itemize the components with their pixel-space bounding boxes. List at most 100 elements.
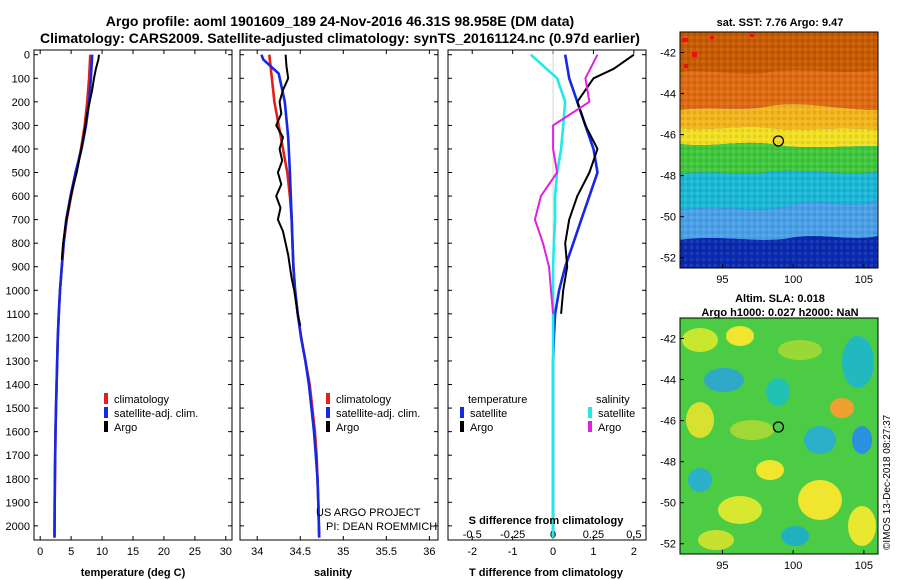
x-tick-label: -2 <box>467 546 477 558</box>
series-line-satellite-adj-clim- <box>53 54 94 538</box>
x-tick-label: 25 <box>189 546 201 558</box>
s-tick-label: 0.25 <box>583 529 604 541</box>
salinity-xlabel: salinity <box>314 567 353 579</box>
project-credit: US ARGO PROJECT <box>316 507 421 519</box>
salinity-series <box>260 54 321 538</box>
x-tick-label: 30 <box>220 546 232 558</box>
map-y-tick-label: -48 <box>660 457 676 469</box>
map-y-tick-label: -52 <box>660 539 676 551</box>
sla-map-frame <box>679 317 879 555</box>
series-line-argo <box>275 54 302 326</box>
x-tick-label: 15 <box>127 546 139 558</box>
s-tick-label: 0.5 <box>626 529 641 541</box>
pressure-tick-label: 1200 <box>6 332 30 344</box>
sla-map-subtitle: Argo h1000: 0.027 h2000: NaN <box>701 307 858 319</box>
x-tick-label: 0 <box>550 546 556 558</box>
map-y-tick-label: -48 <box>660 171 676 183</box>
pressure-tick-label: 100 <box>12 73 30 85</box>
pressure-tick-label: 700 <box>12 215 30 227</box>
title-line-1: Argo profile: aoml 1901609_189 24-Nov-20… <box>106 13 574 29</box>
legend-label-argo: Argo <box>114 422 137 434</box>
legend-label-sal-argo: Argo <box>598 422 621 434</box>
map-x-tick-label: 95 <box>716 560 728 572</box>
pressure-tick-label: 400 <box>12 144 30 156</box>
series-line-salinity-argo <box>533 54 599 314</box>
sst-map-title: sat. SST: 7.76 Argo: 9.47 <box>717 17 844 29</box>
series-line-temperature-argo <box>560 53 635 314</box>
map-y-tick-label: -44 <box>660 89 676 101</box>
x-tick-label: 35 <box>337 546 349 558</box>
temperature-series <box>53 54 100 538</box>
map-y-tick-label: -46 <box>660 416 676 428</box>
salinity-legend: climatology satellite-adj. clim. Argo <box>326 393 420 434</box>
legend-swatch-satellite <box>326 407 330 418</box>
pi-credit: PI: DEAN ROEMMICH <box>326 521 437 533</box>
difference-panel <box>447 49 647 541</box>
legend-swatch-temp-argo <box>460 421 464 432</box>
temperature-legend: climatology satellite-adj. clim. Argo <box>104 393 198 434</box>
temperature-panel <box>33 49 233 541</box>
map-y-tick-label: -52 <box>660 253 676 265</box>
series-line-salinity-satellite <box>529 53 567 538</box>
difference-series <box>529 53 635 538</box>
map-x-tick-label: 95 <box>716 274 728 286</box>
legend-swatch-climatology <box>326 393 330 404</box>
legend-label-sal-satellite: satellite <box>598 408 635 420</box>
sla-map <box>680 318 878 554</box>
pressure-axis: 0 100 200 300 400 500 600 700 800 900 1000 1100 1200… <box>6 50 30 533</box>
legend-swatch-sal-satellite <box>588 407 592 418</box>
legend-label-satellite: satellite-adj. clim. <box>114 408 198 420</box>
pressure-tick-label: 1700 <box>6 450 30 462</box>
x-tick-label: 0 <box>37 546 43 558</box>
x-tick-label: 34 <box>251 546 263 558</box>
pressure-tick-label: 1400 <box>6 380 30 392</box>
map-x-tick-label: 100 <box>784 274 802 286</box>
pressure-tick-label: 900 <box>12 262 30 274</box>
sst-map <box>680 32 878 268</box>
legend-label-argo: Argo <box>336 422 359 434</box>
x-tick-label: 10 <box>96 546 108 558</box>
sst-map-axes: 95 100 105 -42 -44 -46 -48 -50 -52 <box>660 48 873 286</box>
temperature-xlabel: temperature (deg C) <box>81 567 186 579</box>
pressure-tick-label: 1500 <box>6 403 30 415</box>
pressure-tick-label: 1600 <box>6 427 30 439</box>
pressure-tick-label: 800 <box>12 238 30 250</box>
legend-heading-temperature: temperature <box>468 394 527 406</box>
legend-swatch-satellite <box>104 407 108 418</box>
series-line-argo <box>60 54 100 260</box>
pressure-tick-label: 0 <box>24 50 30 62</box>
map-y-tick-label: -50 <box>660 212 676 224</box>
legend-swatch-climatology <box>104 393 108 404</box>
temperature-axis: 0 5 10 15 20 25 30 <box>34 50 232 558</box>
t-difference-axis: -2 -1 0 1 2 <box>448 50 646 558</box>
x-tick-label: 20 <box>158 546 170 558</box>
map-y-tick-label: -42 <box>660 334 676 346</box>
pressure-tick-label: 1300 <box>6 356 30 368</box>
pressure-tick-label: 1100 <box>6 309 30 321</box>
legend-swatch-argo <box>326 421 330 432</box>
legend-swatch-temp-satellite <box>460 407 464 418</box>
legend-label-climatology: climatology <box>114 394 170 406</box>
x-tick-label: 35.5 <box>376 546 397 558</box>
salinity-panel <box>239 49 439 541</box>
s-tick-label: -0.25 <box>500 529 525 541</box>
series-line-temperature-satellite <box>551 54 599 538</box>
legend-label-temp-satellite: satellite <box>470 408 507 420</box>
sla-map-title: Altim. SLA: 0.018 <box>735 293 825 305</box>
pressure-tick-label: 1800 <box>6 474 30 486</box>
x-tick-label: -1 <box>508 546 518 558</box>
pressure-tick-label: 600 <box>12 191 30 203</box>
sla-map-axes: 95 100 105 -42 -44 -46 -48 -50 -52 <box>660 334 873 572</box>
map-y-tick-label: -44 <box>660 375 676 387</box>
difference-legend: temperature satellite Argo salinity sate… <box>460 394 635 434</box>
pressure-tick-label: 200 <box>12 97 30 109</box>
x-tick-label: 34.5 <box>290 546 311 558</box>
series-line-satellite-adj-clim- <box>260 54 321 538</box>
pressure-tick-label: 1000 <box>6 285 30 297</box>
sst-map-frame <box>679 31 879 269</box>
map-y-tick-label: -50 <box>660 498 676 510</box>
map-x-tick-label: 100 <box>784 560 802 572</box>
map-y-tick-label: -46 <box>660 130 676 142</box>
map-y-tick-label: -42 <box>660 48 676 60</box>
